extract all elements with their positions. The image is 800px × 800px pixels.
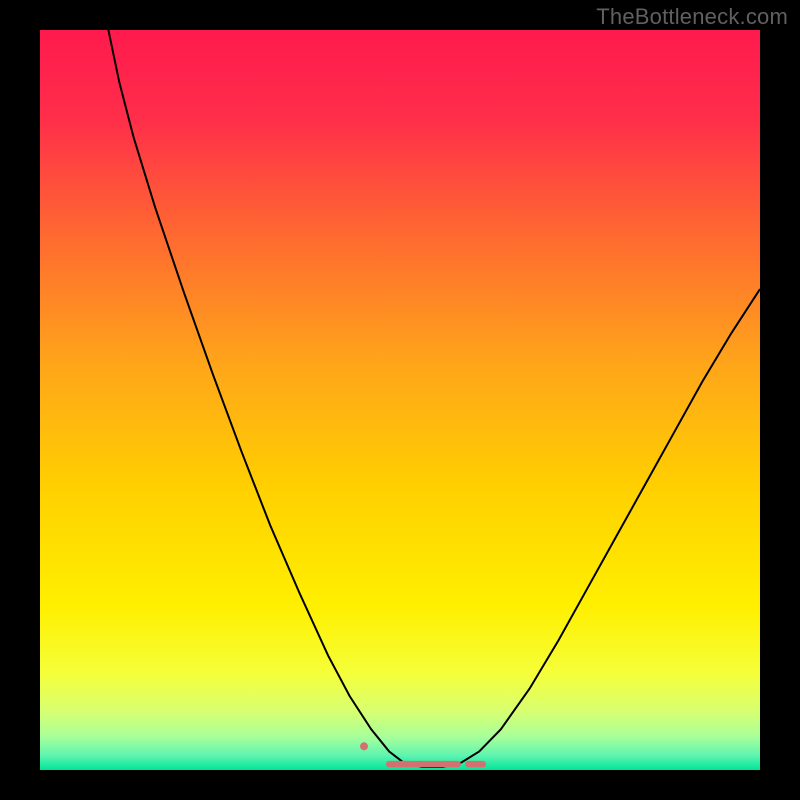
plot-area — [40, 30, 760, 770]
chart-container: TheBottleneck.com — [0, 0, 800, 800]
gradient-background — [40, 30, 760, 770]
watermark-text: TheBottleneck.com — [596, 4, 788, 30]
